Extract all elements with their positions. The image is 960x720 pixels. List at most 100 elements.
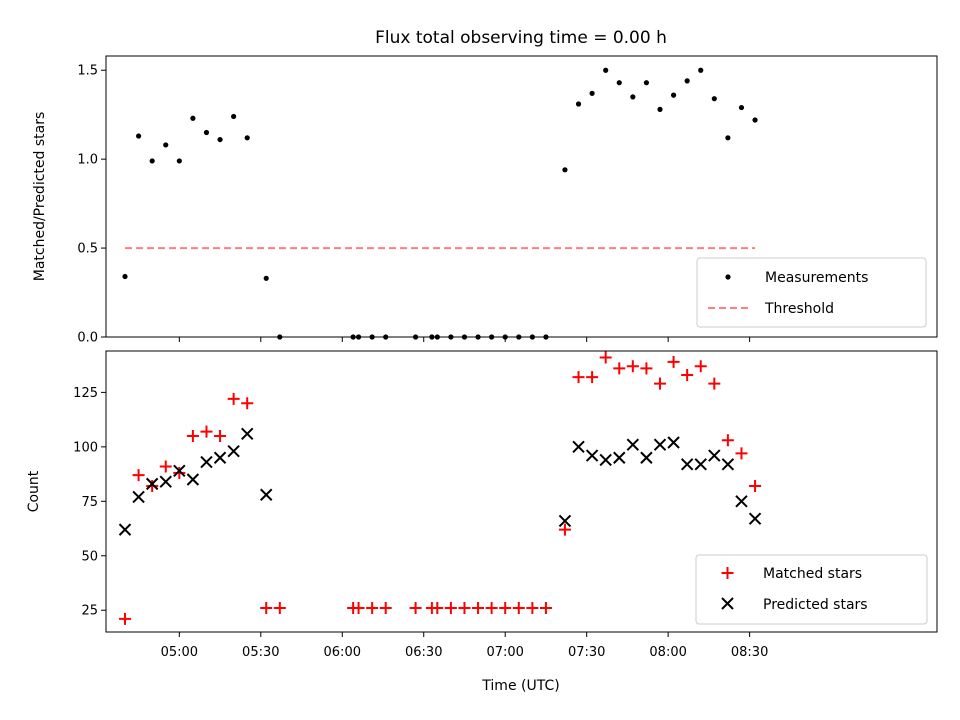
measurements-point [263,275,269,281]
predicted-stars-point [186,473,200,486]
predicted-stars-legend-marker [721,597,734,610]
measurements-legend-marker [725,274,731,280]
matched-stars-point [526,602,539,615]
measurements-point [122,273,128,280]
matched-stars-point [572,371,585,384]
measurements-point [738,104,745,111]
count-x-axis-title: Time (UTC) [481,678,559,694]
predicted-stars-point [613,451,626,464]
matched-stars-point [708,377,721,390]
count-panel: 25 50 75 100 125 05:00 05:30 06:00 06:30 07:00 07:… [26,350,938,694]
predicted-stars-point [173,464,186,478]
count-x-tick-label: 06:00 [324,645,361,660]
predicted-stars-point [748,512,762,525]
measurements-point [203,129,210,136]
matched-stars-point [227,392,240,405]
predicted-stars-point [667,436,680,449]
measurements-point [657,106,663,112]
predicted-stars-point [585,449,599,462]
predicted-stars-point [260,488,273,501]
measurements-point [149,158,155,164]
matched-stars-point [667,355,680,368]
matched-stars-point [558,523,571,536]
predicted-stars-point [558,514,572,528]
predicted-stars-point [145,477,159,491]
matched-stars-point [186,429,199,442]
ratio-y-tick-label: 1.5 [77,64,98,79]
matched-stars-point [499,602,512,615]
matched-stars-point [485,602,498,615]
ratio-panel: 0.0 0.5 1.0 1.5 Matched/Predicted stars Mea… [32,55,938,346]
matched-stars-point [273,602,286,615]
count-y-axis-title: Count [26,470,42,512]
count-x-tick-label: 08:00 [649,645,686,660]
count-legend-box [695,554,928,625]
count-ticks-layer: 25 50 75 100 125 05:00 05:30 06:00 06:30 07:00 07:… [73,386,768,660]
count-y-tick-label: 100 [73,440,98,455]
matched-stars-point [214,429,227,442]
measurements-point [603,67,609,73]
ratio-plot-frame [105,55,938,338]
matched-stars-point [379,602,392,615]
measurements-point [670,92,677,98]
measurements-point [244,135,250,141]
predicted-stars-point [626,438,640,451]
predicted-stars-point [159,475,172,488]
predicted-stars-point [200,455,213,469]
measurements-point [752,117,758,123]
matched-stars-point [512,602,525,615]
count-x-tick-label: 07:30 [568,645,605,660]
ratio-legend-box [696,257,927,328]
measurements-point [163,142,169,148]
count-data-layer [118,351,762,625]
predicted-stars-point [118,523,132,536]
ratio-y-axis-title: Matched/Predicted stars [32,112,48,282]
predicted-stars-point [640,451,653,464]
measurements-point [176,158,182,164]
matched-stars-point [694,360,707,373]
predicted-stars-point [708,449,721,462]
matched-stars-point [613,362,626,375]
measurements-point [643,80,650,86]
count-x-tick-label: 06:30 [405,645,442,660]
matched-stars-point [654,377,666,390]
measurements-point [630,94,636,100]
count-y-tick-label: 75 [81,495,98,510]
predicted-stars-point [227,444,240,458]
count-plot-frame [105,350,938,633]
matched-stars-point [539,602,552,615]
ratio-y-tick-label: 0.0 [77,331,98,346]
matched-stars-point [681,368,694,381]
matched-stars-point [721,434,734,447]
matched-stars-point [444,602,457,615]
predicted-stars-point [599,453,612,467]
matched-stars-point [352,602,365,615]
predicted-stars-point [680,458,694,471]
count-x-tick-label: 05:30 [242,645,279,660]
ratio-data-layer [122,67,758,340]
predicted-stars-point [735,495,748,508]
count-x-tick-label: 08:30 [731,645,768,660]
measurements-legend-label: Measurements [765,270,868,286]
matched-stars-point [159,460,172,473]
ratio-y-tick-label: 0.5 [77,242,98,257]
predicted-stars-point [132,490,145,504]
count-x-tick-label: 05:00 [161,645,198,660]
count-x-tick-label: 07:00 [486,645,523,660]
count-legend: Matched stars Predicted stars [695,554,928,625]
matched-stars-legend-label: Matched stars [763,566,862,582]
matched-stars-point [173,466,186,479]
matched-stars-point [260,602,273,615]
measurements-point [589,90,595,96]
measurements-point [190,115,196,121]
matched-stars-point [366,602,379,615]
predicted-stars-point [694,458,707,471]
matched-stars-legend-marker [721,567,734,579]
matched-stars-point [200,425,213,438]
count-y-tick-label: 50 [81,549,98,564]
measurements-point [231,113,237,120]
measurements-point [562,167,568,173]
ratio-legend: Measurements Threshold [696,257,927,328]
count-y-tick-label: 25 [81,604,98,619]
matched-stars-point [119,612,132,625]
